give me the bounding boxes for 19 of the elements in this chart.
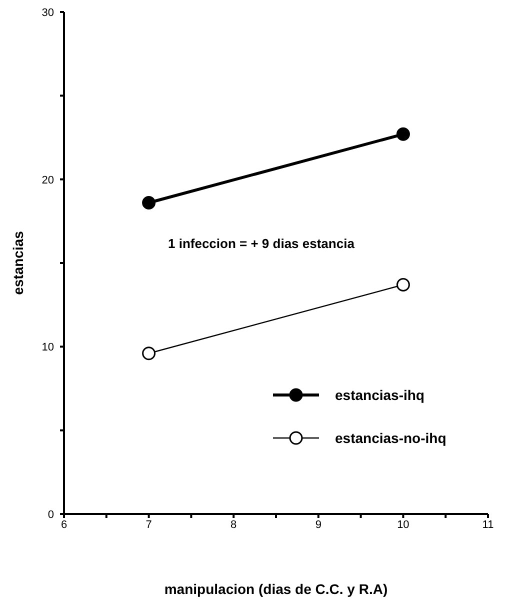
x-tick-label: 8 xyxy=(230,518,237,531)
point xyxy=(396,278,410,292)
y-tick-label: 30 xyxy=(42,7,54,19)
y-tick-label: 20 xyxy=(42,174,54,186)
y-tick-label: 10 xyxy=(42,342,54,354)
point xyxy=(142,196,156,210)
x-tick-label: 6 xyxy=(60,518,68,531)
y-axis-title: estancias xyxy=(10,230,26,295)
annotation: 1 infeccion = + 9 dias estancia xyxy=(168,236,354,251)
legend-label: estancias-no-ihq xyxy=(335,430,446,446)
y-tick-label: 0 xyxy=(48,509,54,521)
point xyxy=(396,127,410,141)
x-tick-label: 7 xyxy=(146,518,152,531)
x-tick-label: 9 xyxy=(315,518,322,531)
legend-label: estancias-ihq xyxy=(335,386,424,402)
x-tick-label: 11 xyxy=(482,518,494,531)
x-axis-title: manipulacion (dias de C.C. y R.A) xyxy=(164,581,388,597)
x-tick-label: 10 xyxy=(397,518,410,531)
point xyxy=(142,346,156,360)
